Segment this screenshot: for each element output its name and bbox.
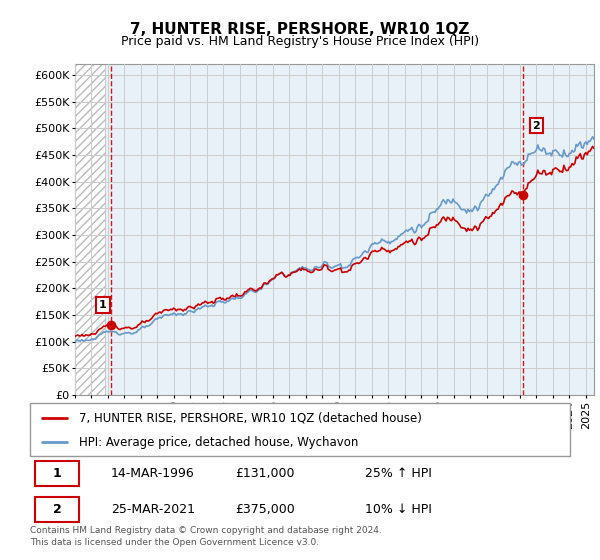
Bar xyxy=(75,64,104,395)
Text: Price paid vs. HM Land Registry's House Price Index (HPI): Price paid vs. HM Land Registry's House … xyxy=(121,35,479,48)
FancyBboxPatch shape xyxy=(35,461,79,486)
Text: 1: 1 xyxy=(99,300,107,310)
FancyBboxPatch shape xyxy=(30,403,570,456)
Text: 25% ↑ HPI: 25% ↑ HPI xyxy=(365,467,431,480)
Text: 14-MAR-1996: 14-MAR-1996 xyxy=(111,467,195,480)
Bar xyxy=(75,64,104,395)
Text: HPI: Average price, detached house, Wychavon: HPI: Average price, detached house, Wych… xyxy=(79,436,358,449)
Bar xyxy=(104,64,600,395)
Text: 7, HUNTER RISE, PERSHORE, WR10 1QZ (detached house): 7, HUNTER RISE, PERSHORE, WR10 1QZ (deta… xyxy=(79,411,421,424)
FancyBboxPatch shape xyxy=(35,497,79,522)
Text: 7, HUNTER RISE, PERSHORE, WR10 1QZ: 7, HUNTER RISE, PERSHORE, WR10 1QZ xyxy=(130,22,470,38)
Text: 2: 2 xyxy=(532,121,540,130)
Text: £131,000: £131,000 xyxy=(235,467,295,480)
Text: 10% ↓ HPI: 10% ↓ HPI xyxy=(365,503,431,516)
Text: £375,000: £375,000 xyxy=(235,503,295,516)
Text: 1: 1 xyxy=(53,467,61,480)
Text: Contains HM Land Registry data © Crown copyright and database right 2024.
This d: Contains HM Land Registry data © Crown c… xyxy=(30,526,382,547)
Text: 25-MAR-2021: 25-MAR-2021 xyxy=(111,503,195,516)
Text: 2: 2 xyxy=(53,503,61,516)
